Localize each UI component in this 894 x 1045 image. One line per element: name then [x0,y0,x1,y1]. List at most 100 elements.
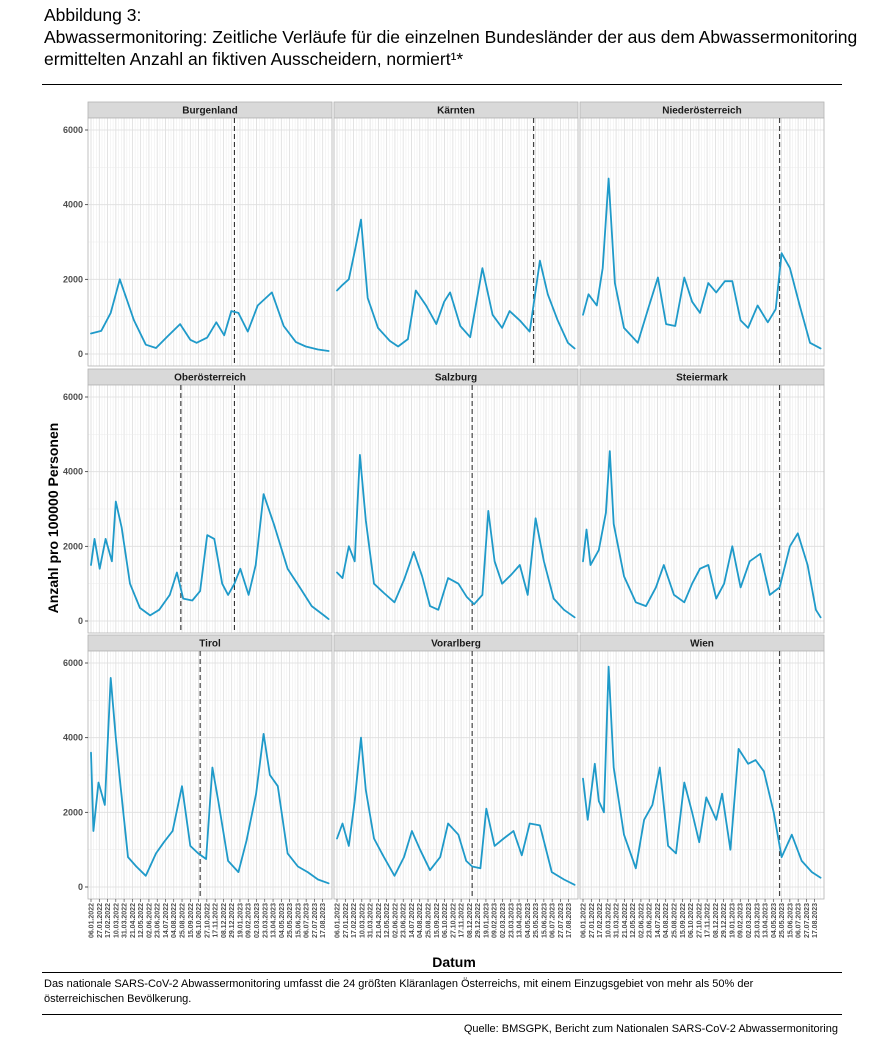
x-tick-label: 27.10.2022 [204,903,211,938]
x-tick-label: 04.08.2022 [417,903,424,938]
x-tick-label: 06.10.2022 [196,903,203,938]
y-tick-label: 0 [78,349,83,359]
panel-title: Vorarlberg [431,639,481,650]
x-tick-label: 08.12.2022 [221,903,228,938]
x-axis-title: Datum [432,954,476,970]
top-rule [42,84,842,85]
y-axis-title: Anzahl pro 100000 Personen [45,423,61,614]
x-tick-label: 19.01.2023 [729,903,736,938]
panel-1: Burgenland 0 2000 4000 6000 [63,101,333,367]
series-line-1 [90,278,330,352]
y-tick-label: 4000 [63,467,83,477]
series-line-6 [582,450,822,619]
series-line-7 [90,677,330,885]
panel-5: Salzburg [333,368,579,634]
x-tick-label: 25.08.2022 [672,903,679,938]
panel-border [87,384,333,634]
x-tick-label: 25.05.2023 [779,903,786,938]
x-tick-label: 02.03.2023 [746,903,753,938]
x-tick-label: 17.11.2022 [705,903,712,938]
x-tick-label: 17.08.2023 [320,903,327,938]
x-tick-label: 23.06.2022 [401,903,408,938]
series-line-4 [90,493,330,620]
x-tick-label: 27.07.2023 [558,903,565,938]
x-tick-label: 17.02.2022 [105,903,112,938]
x-tick-label: 17.02.2022 [351,903,358,938]
x-tick-label: 27.10.2022 [696,903,703,938]
panel-border [333,650,579,900]
panel-title: Oberösterreich [174,373,246,384]
x-tick-label: 15.06.2023 [295,903,302,938]
panel-8: Vorarlberg 06.01.2022 27.01.2022 17.02.2022… [333,634,579,938]
y-tick-label: 0 [78,616,83,626]
x-tick-label: 27.10.2022 [450,903,457,938]
panel-border [87,650,333,900]
y-tick-label: 4000 [63,733,83,743]
x-tick-label: 06.07.2023 [550,903,557,938]
x-tick-label: 23.03.2023 [262,903,269,938]
x-tick-label: 17.11.2022 [213,903,220,938]
panel-border [333,384,579,634]
x-tick-label: 21.04.2022 [622,903,629,938]
x-tick-label: 23.03.2023 [754,903,761,938]
note-rule [42,972,842,973]
x-tick-label: 25.05.2023 [287,903,294,938]
x-tick-label: 15.06.2023 [787,903,794,938]
x-tick-label: 17.11.2022 [459,903,466,938]
x-tick-label: 15.09.2022 [188,903,195,938]
x-tick-label: 06.10.2022 [442,903,449,938]
panel-title: Kärnten [437,106,475,117]
x-tick-label: 10.03.2022 [605,903,612,938]
x-tick-label: 17.02.2022 [597,903,604,938]
panel-title: Tirol [199,639,221,650]
panel-2: Kärnten [333,101,579,367]
series-line-8 [336,736,576,886]
x-tick-label: 04.05.2023 [279,903,286,938]
x-tick-label: 04.05.2023 [525,903,532,938]
x-tick-label: 02.03.2023 [500,903,507,938]
series-line-5 [336,454,576,619]
x-tick-label: 14.07.2022 [655,903,662,938]
x-tick-label: 17.08.2023 [812,903,819,938]
x-tick-label: 31.03.2022 [368,903,375,938]
x-tick-label: 06.01.2022 [335,903,342,938]
panel-title: Niederösterreich [662,106,741,117]
x-tick-label: 15.09.2022 [434,903,441,938]
x-tick-label: 31.03.2022 [614,903,621,938]
x-tick-label: 27.01.2022 [589,903,596,938]
x-tick-label: 17.08.2023 [566,903,573,938]
x-tick-label: 19.01.2023 [237,903,244,938]
x-tick-label: 15.09.2022 [680,903,687,938]
x-tick-label: 27.01.2022 [343,903,350,938]
x-tick-label: 12.05.2022 [630,903,637,938]
panel-border [87,117,333,367]
x-tick-label: 31.03.2022 [122,903,129,938]
y-tick-label: 6000 [63,125,83,135]
x-tick-label: 04.05.2023 [771,903,778,938]
x-tick-label: 27.07.2023 [804,903,811,938]
y-tick-label: 2000 [63,274,83,284]
facet-chart: Burgenland 0 2000 4000 6000 Kärnten Niederöste… [45,101,825,970]
x-tick-label: 09.02.2023 [492,903,499,938]
figure-number: Abbildung 3: [44,5,142,25]
x-tick-label: 13.04.2023 [763,903,770,938]
x-tick-label: 21.04.2022 [376,903,383,938]
y-tick-label: 0 [78,882,83,892]
x-tick-label: 10.03.2022 [113,903,120,938]
x-tick-label: 13.04.2023 [271,903,278,938]
panel-title: Steiermark [676,373,728,384]
panel-border [579,650,825,900]
x-tick-label: 25.08.2022 [180,903,187,938]
x-tick-label: 02.06.2022 [392,903,399,938]
x-tick-label: 12.05.2022 [384,903,391,938]
source-rule [42,1014,842,1015]
x-tick-label: 23.06.2022 [155,903,162,938]
panel-4: Oberösterreich 0 2000 4000 6000 [63,368,333,634]
x-tick-label: 06.01.2022 [581,903,588,938]
x-tick-label: 15.06.2023 [541,903,548,938]
y-tick-label: 4000 [63,200,83,210]
x-tick-label: 04.08.2022 [663,903,670,938]
x-tick-label: 06.01.2022 [89,903,96,938]
x-tick-label: 04.08.2022 [171,903,178,938]
